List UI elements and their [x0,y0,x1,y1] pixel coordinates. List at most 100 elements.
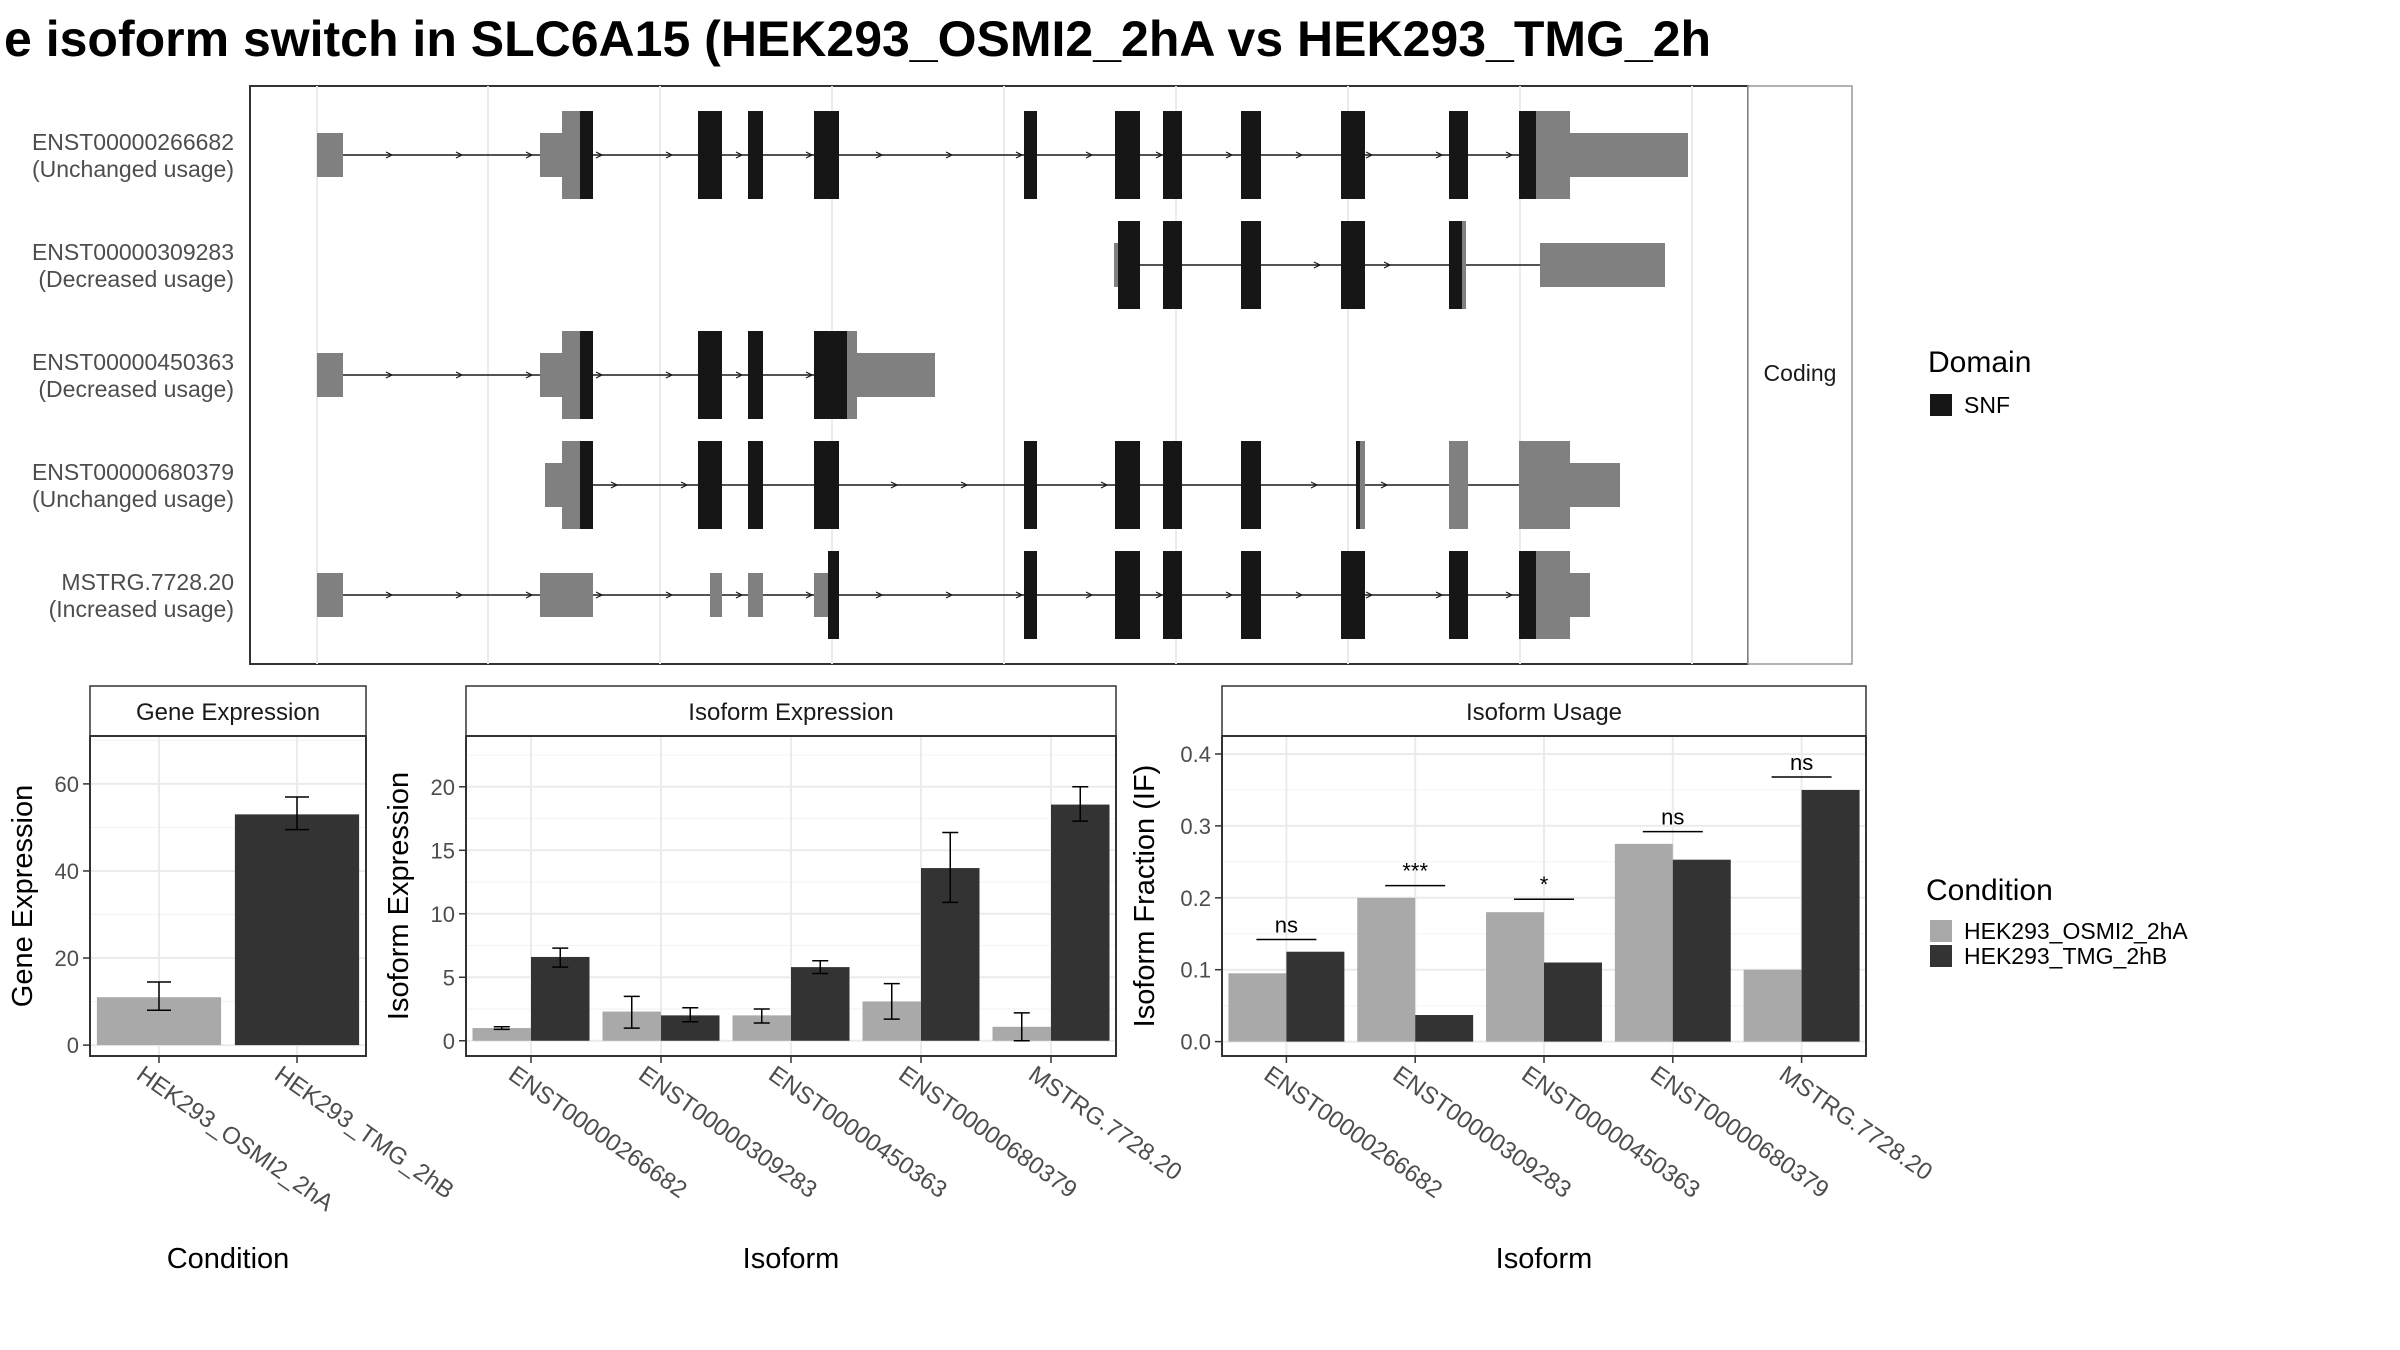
exon [1356,441,1360,529]
direction-arrow [525,591,534,599]
bar [1743,969,1802,1042]
direction-arrow [595,151,604,159]
direction-arrow [665,371,674,379]
direction-arrow [1295,151,1304,159]
exon [562,331,580,419]
isoform-usage-ylabel: Isoform Fraction (IF) [1129,765,1161,1028]
y-tick-label: 60 [55,772,79,797]
exon [1024,111,1037,199]
exon [748,111,763,199]
direction-arrow [945,591,954,599]
direction-arrow [805,151,814,159]
bar [1486,912,1544,1042]
condition-legend-swatch [1930,945,1952,967]
direction-arrow [805,591,814,599]
exon [814,441,839,529]
exon [847,331,857,419]
isoform-label-usage: (Unchanged usage) [32,156,234,182]
exon [540,353,562,397]
isoform-expression-ylabel: Isoform Expression [383,772,415,1020]
bar [472,1028,531,1041]
bar [531,956,590,1041]
direction-arrow [385,371,394,379]
bar [1286,951,1345,1042]
exon [1163,221,1182,309]
exon [1115,551,1140,639]
exon [1241,441,1261,529]
figure-title: e isoform switch in SLC6A15 (HEK293_OSMI… [4,11,1711,67]
exon [748,331,763,419]
exon [710,573,722,617]
error-bar [285,796,309,831]
domain-legend: Domain SNF [1928,346,2031,418]
direction-arrow [1435,591,1444,599]
y-tick-label: 15 [431,838,455,863]
error-bar [682,1006,699,1023]
exon [580,331,593,419]
exon [814,331,847,419]
exon [1519,111,1536,199]
exon [1462,221,1466,309]
direction-arrow [735,371,744,379]
direction-arrow [875,591,884,599]
domain-legend-swatch [1930,394,1952,416]
significance-label: ns [1275,913,1298,938]
exon [1449,111,1468,199]
isoform-label-id: ENST00000266682 [32,129,234,155]
gene-expression-ylabel: Gene Expression [7,785,39,1007]
isoform-track [1114,221,1665,309]
isoform-expression-bars [472,786,1110,1042]
direction-arrow [1225,591,1234,599]
isoform-label-id: MSTRG.7728.20 [61,569,234,595]
exon [748,573,763,617]
exon [1449,441,1468,529]
bar [1672,859,1731,1042]
direction-arrow [455,151,464,159]
condition-legend-swatch [1930,920,1952,942]
facet-strip-label: Coding [1764,360,1837,386]
exon [828,551,839,639]
exon [698,441,722,529]
exon [1360,441,1365,529]
direction-arrow [665,151,674,159]
bar [1415,1015,1474,1042]
exon [698,331,722,419]
exon [540,133,562,177]
isoform-label-usage: (Decreased usage) [38,376,234,402]
isoform-label-id: ENST00000309283 [32,239,234,265]
direction-arrow [1505,151,1514,159]
exon [317,133,343,177]
isoform-track [317,111,1688,199]
exon [317,353,343,397]
isoform-label-id: ENST00000680379 [32,459,234,485]
error-bar [147,981,171,1012]
isoform-track [317,331,935,419]
error-bar [942,831,959,904]
y-tick-label: 40 [55,859,79,884]
significance-label: * [1540,872,1549,897]
direction-arrow [455,371,464,379]
exon [698,111,722,199]
direction-arrow [1225,151,1234,159]
exon [1536,111,1570,199]
exon [562,441,580,529]
exon [562,111,580,199]
isoform-expression-xlabel: Isoform [743,1243,840,1275]
exon [1115,441,1140,529]
exon [1545,243,1665,287]
exon [1341,111,1365,199]
direction-arrow [1015,151,1024,159]
exon [814,573,828,617]
exon [1118,221,1140,309]
direction-arrow [1313,261,1322,269]
direction-arrow [665,591,674,599]
y-tick-label: 0.2 [1180,886,1211,911]
direction-arrow [735,151,744,159]
gene-expression-bars [96,796,360,1046]
exon [1163,441,1182,529]
error-bar [812,960,829,975]
condition-legend-label: HEK293_OSMI2_2hA [1964,918,2188,944]
isoform-usage-strip-title: Isoform Usage [1466,699,1622,726]
direction-arrow [1015,591,1024,599]
